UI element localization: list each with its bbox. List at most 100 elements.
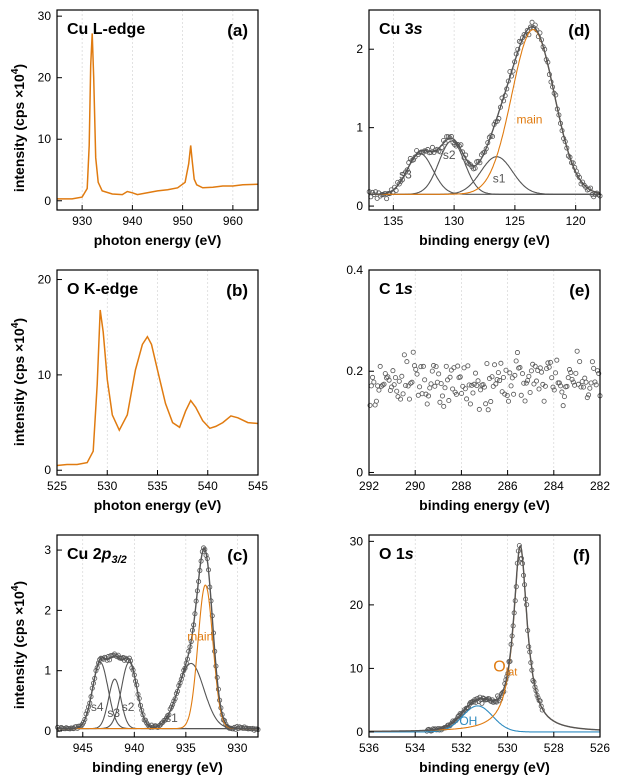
- data-point: [567, 367, 573, 373]
- data-point: [165, 713, 171, 719]
- data-point: [462, 386, 468, 392]
- data-point: [497, 378, 503, 384]
- y-tick-label: 10: [38, 132, 52, 146]
- data-point: [528, 368, 534, 374]
- data-point: [522, 398, 528, 404]
- data-point: [560, 403, 566, 409]
- data-point: [561, 394, 567, 400]
- data-point: [455, 714, 461, 720]
- y-tick-label: 0: [44, 194, 51, 208]
- panel-title: Cu 2p3/2: [67, 546, 127, 566]
- panel-e: 292 290 288 286 284 282 0 0.2 0.4 binding energy …: [346, 263, 610, 513]
- x-tick-label: 528: [544, 741, 564, 755]
- panel-title: Cu 3s: [379, 21, 423, 38]
- data-point: [493, 381, 499, 387]
- data-point: [541, 398, 547, 404]
- data-point: [533, 378, 539, 384]
- x-tick-label: 288: [451, 479, 471, 493]
- x-tick-label: 545: [248, 479, 268, 493]
- y-tick-label: 3: [44, 543, 51, 557]
- panel-title: O 1s: [379, 546, 414, 563]
- data-point: [531, 381, 537, 387]
- data-point: [547, 359, 553, 365]
- data-point: [466, 382, 472, 388]
- data-point: [587, 385, 593, 391]
- x-tick-label: 292: [359, 479, 379, 493]
- data-point: [395, 394, 401, 400]
- data-point: [495, 693, 501, 699]
- data-point: [415, 392, 421, 398]
- OH-gauss-line: [369, 705, 600, 733]
- plot-frame: [368, 269, 601, 476]
- data-point: [550, 384, 556, 390]
- panel-title: Cu L-edge: [67, 21, 145, 38]
- data-point: [422, 377, 428, 383]
- data-point: [580, 384, 586, 390]
- y-tick-label: 20: [350, 598, 364, 612]
- data-point: [412, 363, 418, 369]
- data-point: [451, 365, 457, 371]
- data-point: [504, 392, 510, 398]
- data-point: [483, 401, 489, 407]
- plot-frame: [56, 9, 259, 211]
- data-point: [82, 716, 88, 722]
- data-point: [509, 375, 515, 381]
- data-point: [540, 381, 546, 387]
- data-point: [464, 396, 470, 402]
- data-point: [392, 375, 398, 381]
- data-point: [490, 383, 496, 389]
- data-point: [555, 380, 561, 386]
- y-tick-label: 2: [356, 42, 363, 56]
- data-point: [495, 370, 501, 376]
- data-point: [450, 386, 456, 392]
- x-tick-label: 930: [72, 214, 92, 228]
- data-point: [384, 375, 390, 381]
- data-point: [418, 364, 424, 370]
- data-point: [371, 379, 377, 385]
- data-point: [500, 375, 506, 381]
- y-tick-label: 1: [44, 664, 51, 678]
- panel-f: 536 534 532 530 528 526 0 10 20 30 binding energy …: [350, 534, 611, 775]
- data-point: [420, 363, 426, 369]
- data-point: [553, 370, 559, 376]
- data-point: [456, 375, 462, 381]
- data-point: [367, 402, 373, 408]
- annotation-label: OH: [459, 714, 477, 728]
- data-point: [433, 364, 439, 370]
- data-point: [512, 372, 518, 378]
- data-point: [526, 373, 532, 379]
- data-point: [537, 365, 543, 371]
- panel-a: 930 940 950 960 0 10 20 30 photon energy (eV) Cu …: [38, 9, 259, 248]
- data-point: [519, 371, 525, 377]
- x-tick-label: 940: [124, 741, 144, 755]
- x-tick-label: 540: [198, 479, 218, 493]
- y-tick-label: 10: [38, 368, 52, 382]
- y-tick-label: 0.4: [346, 263, 363, 277]
- x-axis-label: photon energy (eV): [94, 232, 222, 248]
- data-point: [372, 402, 378, 408]
- data-point: [144, 720, 150, 726]
- data-point: [538, 703, 544, 709]
- y-tick-label: 20: [38, 71, 52, 85]
- x-axis-label: binding energy (eV): [419, 497, 550, 513]
- x-tick-label: 935: [176, 741, 196, 755]
- data-point: [551, 387, 557, 393]
- x-tick-label: 930: [227, 741, 247, 755]
- y-tick-label: 2: [44, 603, 51, 617]
- data-point: [529, 19, 535, 25]
- data-point: [398, 178, 404, 184]
- data-point: [405, 383, 411, 389]
- data-point: [466, 701, 472, 707]
- y-tick-label: 20: [38, 273, 52, 287]
- x-tick-label: 535: [147, 479, 167, 493]
- data-point: [469, 382, 475, 388]
- data-point: [403, 382, 409, 388]
- data-point: [579, 379, 585, 385]
- data-point: [431, 363, 437, 369]
- x-tick-label: 530: [97, 479, 117, 493]
- data-point: [408, 380, 414, 386]
- data-point: [475, 378, 481, 384]
- data-point: [368, 383, 374, 389]
- x-tick-label: 282: [590, 479, 610, 493]
- y-tick-label: 0: [44, 463, 51, 477]
